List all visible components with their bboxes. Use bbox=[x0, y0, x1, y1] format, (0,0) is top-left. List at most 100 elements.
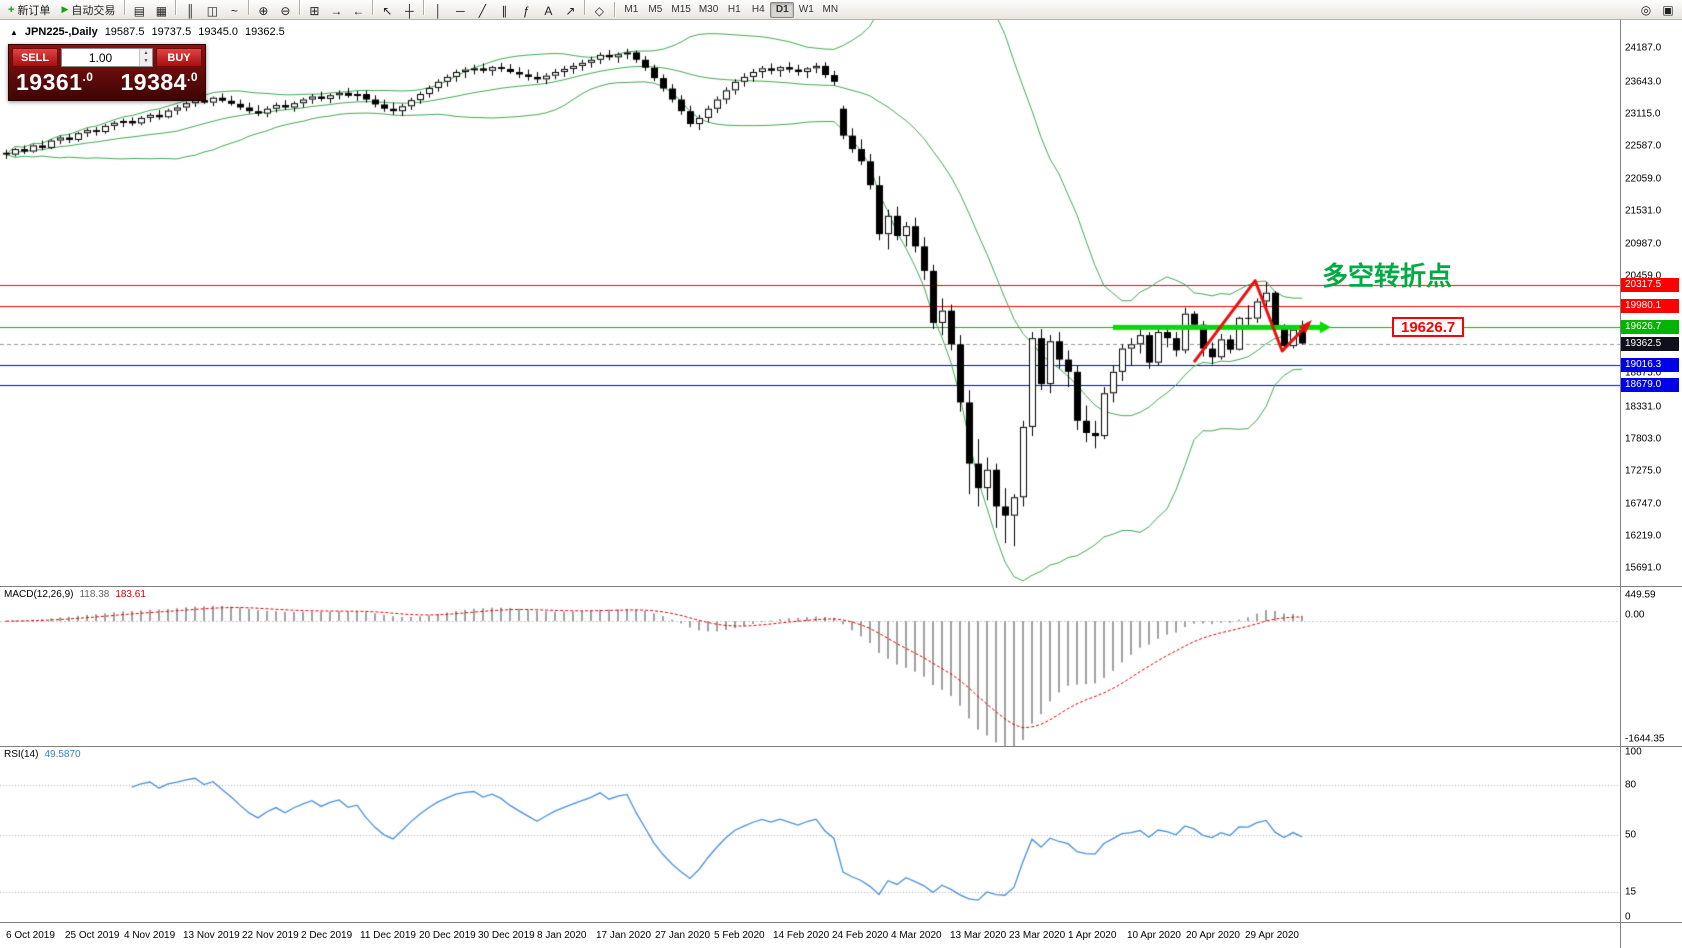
tile-windows-icon[interactable]: ▦ bbox=[150, 2, 172, 19]
macd-plot[interactable]: MACD(12,26,9) 118.38 183.61 bbox=[0, 587, 1620, 746]
zoom-in-icon[interactable]: ⊕ bbox=[252, 2, 274, 19]
timeframe-d1[interactable]: D1 bbox=[770, 1, 795, 18]
price-tick: 20459.0 bbox=[1625, 270, 1662, 282]
auto-trading-label: 自动交易 bbox=[71, 4, 116, 17]
date-label: 1 Apr 2020 bbox=[1068, 930, 1117, 941]
date-axis[interactable]: 6 Oct 2019 25 Oct 2019 4 Nov 2019 13 Nov 20… bbox=[0, 922, 1682, 948]
chart-shift-icon[interactable]: ← bbox=[347, 2, 369, 19]
price-tick: 16747.0 bbox=[1625, 498, 1662, 510]
toolbar-separator bbox=[299, 0, 301, 15]
lot-decrease-button[interactable]: ▼ bbox=[140, 57, 152, 66]
date-label: 8 Jan 2020 bbox=[537, 930, 587, 941]
vertical-line-icon[interactable]: │ bbox=[427, 2, 449, 19]
lot-box: ▲ ▼ bbox=[61, 48, 153, 67]
rsi-canvas[interactable] bbox=[0, 747, 1620, 922]
ohlc-high: 19737.5 bbox=[151, 26, 192, 38]
zoom-out-icon[interactable]: ⊖ bbox=[274, 2, 296, 19]
macd-panel: MACD(12,26,9) 118.38 183.61 449.59 0.00 … bbox=[0, 586, 1682, 746]
toolbar-separator bbox=[124, 0, 126, 15]
date-label: 20 Dec 2019 bbox=[419, 930, 476, 941]
auto-trading-icon: ▶ bbox=[61, 4, 69, 14]
sell-button[interactable]: SELL bbox=[12, 48, 58, 67]
cursor-icon[interactable]: ↖ bbox=[376, 2, 398, 19]
price-tick: 17803.0 bbox=[1625, 433, 1662, 445]
price-tick: 17275.0 bbox=[1625, 465, 1662, 477]
ohlc-low: 19345.0 bbox=[198, 26, 238, 38]
text-icon[interactable]: A bbox=[537, 2, 559, 19]
date-label: 5 Feb 2020 bbox=[714, 930, 765, 941]
toolbar-separator bbox=[614, 2, 616, 17]
rsi-plot[interactable]: RSI(14) 49.5870 bbox=[0, 747, 1620, 922]
price-tick: 15691.0 bbox=[1625, 562, 1662, 574]
toolbar-separator bbox=[423, 0, 425, 15]
rsi-axis[interactable]: 100 80 50 15 0 bbox=[1620, 747, 1682, 922]
bar-chart-icon[interactable]: ║ bbox=[179, 2, 201, 19]
date-label: 22 Nov 2019 bbox=[242, 930, 299, 941]
macd-axis-zero: 0.00 bbox=[1625, 609, 1645, 621]
date-label: 13 Nov 2019 bbox=[183, 930, 240, 941]
lot-size-input[interactable] bbox=[62, 49, 139, 66]
timeframe-m15[interactable]: M15 bbox=[667, 2, 694, 18]
auto-trading-button[interactable]: ▶ 自动交易 bbox=[56, 1, 120, 18]
macd-canvas[interactable] bbox=[0, 587, 1620, 746]
channel-icon[interactable]: ∥ bbox=[493, 2, 515, 19]
rsi-value: 49.5870 bbox=[44, 749, 81, 760]
shapes-icon[interactable]: ◇ bbox=[588, 2, 610, 19]
auto-scroll-icon[interactable]: → bbox=[325, 2, 347, 19]
lot-increase-button[interactable]: ▲ bbox=[140, 49, 152, 58]
date-label: 4 Mar 2020 bbox=[891, 930, 942, 941]
toolbar-icon-groups: ▤ ▦ ║ ◫ ~ ⊕ ⊖ ⊞ → ← ↖ ┼ │ ─ ╱ ∥ ƒ A ↗ ◇ bbox=[121, 0, 610, 19]
toolbar: + 新订单 ▶ 自动交易 ▤ ▦ ║ ◫ ~ ⊕ ⊖ ⊞ → ← ↖ ┼ │ ─ ╱ ∥ ƒ A ↗ ◇ M1 M5 M1… bbox=[0, 0, 1682, 20]
crosshair-icon[interactable]: ┼ bbox=[398, 2, 420, 19]
date-label: 4 Nov 2019 bbox=[124, 930, 176, 941]
timeframe-m5[interactable]: M5 bbox=[643, 2, 667, 18]
date-label: 10 Apr 2020 bbox=[1127, 930, 1181, 941]
new-order-button[interactable]: + 新订单 bbox=[3, 1, 55, 18]
price-tick: 18331.0 bbox=[1625, 401, 1662, 413]
date-label: 20 Apr 2020 bbox=[1186, 930, 1240, 941]
price-tick: 22587.0 bbox=[1625, 140, 1662, 152]
rsi-axis-label: 80 bbox=[1625, 779, 1637, 791]
new-order-label: 新订单 bbox=[17, 4, 51, 17]
price-badge: 19016.3 bbox=[1621, 357, 1679, 372]
timeframe-h4[interactable]: H4 bbox=[746, 2, 770, 18]
rsi-axis-label: 0 bbox=[1625, 911, 1631, 923]
layout-icon[interactable]: ▣ bbox=[1657, 1, 1679, 18]
main-chart-canvas[interactable] bbox=[0, 20, 1620, 586]
trendline-icon[interactable]: ╱ bbox=[471, 2, 493, 19]
macd-main-value: 118.38 bbox=[79, 589, 110, 600]
toolbar-separator bbox=[175, 0, 177, 15]
timeframe-h1[interactable]: H1 bbox=[722, 2, 746, 18]
timeframe-mn[interactable]: MN bbox=[818, 2, 842, 18]
magnifier-icon[interactable]: ◎ bbox=[1635, 1, 1657, 18]
symbol-marker-icon: ▲ bbox=[10, 27, 18, 37]
macd-axis[interactable]: 449.59 0.00 -1644.35 bbox=[1620, 587, 1682, 746]
price-axis[interactable]: 24187.0 23643.0 23115.0 22587.0 22059.0 21531… bbox=[1620, 20, 1682, 586]
line-chart-icon[interactable]: ~ bbox=[223, 2, 245, 19]
horizontal-line-icon[interactable]: ─ bbox=[449, 2, 471, 19]
chart-window-icon[interactable]: ▤ bbox=[128, 2, 150, 19]
price-badge: 19362.5 bbox=[1621, 336, 1679, 351]
timeframe-w1[interactable]: W1 bbox=[794, 2, 818, 18]
fibonacci-icon[interactable]: ƒ bbox=[515, 2, 537, 19]
date-label: 23 Mar 2020 bbox=[1009, 930, 1066, 941]
date-label: 2 Dec 2019 bbox=[301, 930, 353, 941]
ohlc-close: 19362.5 bbox=[244, 26, 285, 38]
chart-header: ▲ JPN225-,Daily 19587.5 19737.5 19345.0 … bbox=[10, 26, 285, 38]
date-label: 24 Feb 2020 bbox=[832, 930, 889, 941]
main-chart-plot[interactable]: ▲ JPN225-,Daily 19587.5 19737.5 19345.0 … bbox=[0, 20, 1620, 586]
timeframe-m30[interactable]: M30 bbox=[695, 2, 722, 18]
candlestick-chart-icon[interactable]: ◫ bbox=[201, 2, 223, 19]
macd-label: MACD(12,26,9) 118.38 183.61 bbox=[4, 589, 146, 600]
price-tick: 23643.0 bbox=[1625, 76, 1662, 88]
toolbar-separator bbox=[248, 0, 250, 15]
price-badge: 19980.1 bbox=[1621, 298, 1679, 313]
buy-button[interactable]: BUY bbox=[156, 48, 202, 67]
price-tick: 24187.0 bbox=[1625, 42, 1662, 54]
timeframe-m1[interactable]: M1 bbox=[619, 2, 643, 18]
grid-icon[interactable]: ⊞ bbox=[303, 2, 325, 19]
date-label: 25 Oct 2019 bbox=[65, 930, 120, 941]
macd-axis-min: -1644.35 bbox=[1625, 733, 1665, 745]
arrow-icon[interactable]: ↗ bbox=[559, 2, 581, 19]
